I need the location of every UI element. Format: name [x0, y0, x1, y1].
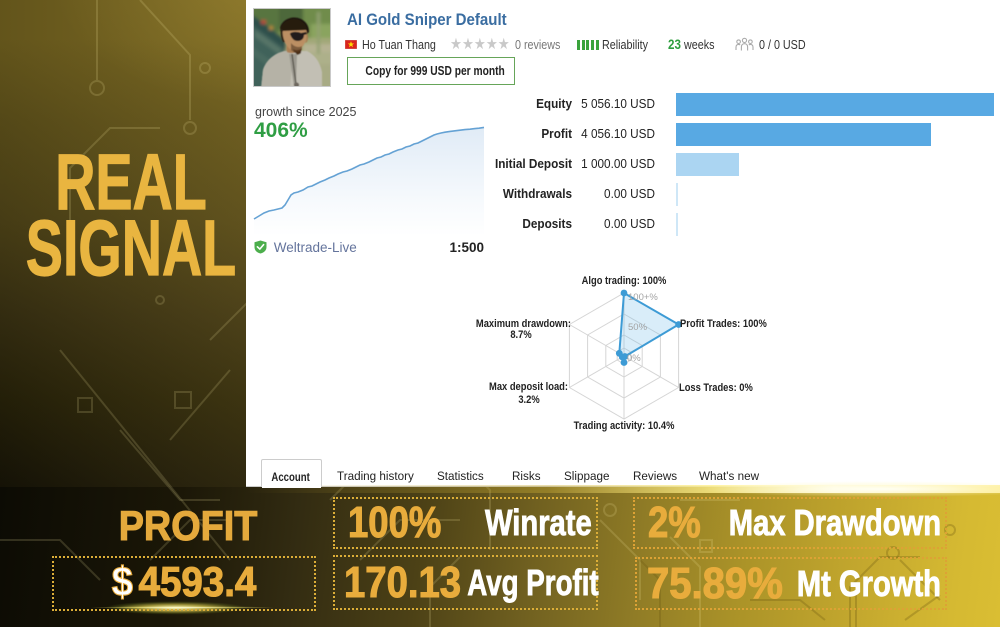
- svg-text:100+%: 100+%: [628, 292, 658, 303]
- svg-text:50%: 50%: [628, 322, 648, 333]
- svg-text:0%: 0%: [627, 353, 641, 364]
